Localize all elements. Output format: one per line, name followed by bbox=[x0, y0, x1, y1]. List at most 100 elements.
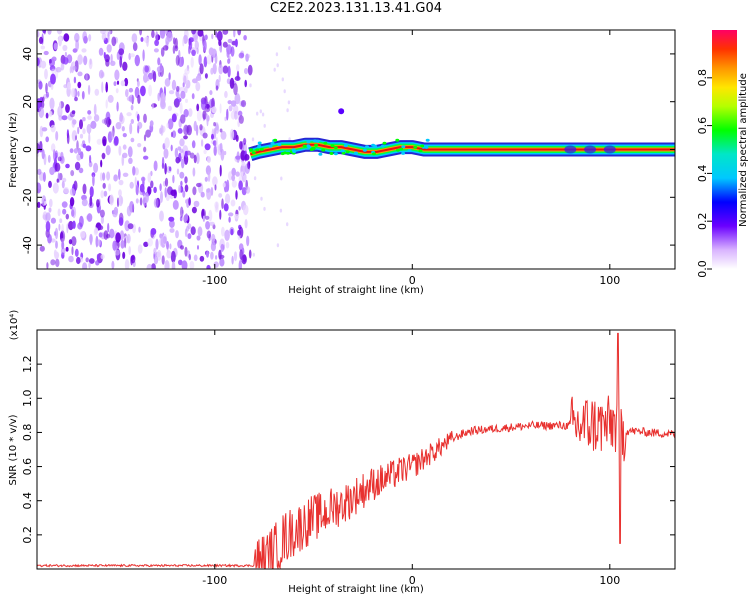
noise-blob bbox=[184, 184, 189, 193]
noise-blob bbox=[65, 104, 70, 113]
signal-speckle bbox=[314, 143, 319, 147]
noise-blob bbox=[244, 79, 247, 88]
noise-blob bbox=[130, 137, 135, 143]
noise-blob bbox=[240, 171, 244, 177]
noise-blob bbox=[122, 251, 126, 259]
noise-blob bbox=[95, 235, 99, 248]
noise-blob bbox=[69, 66, 72, 74]
noise-blob bbox=[231, 255, 234, 265]
noise-blob bbox=[184, 176, 188, 184]
noise-blob bbox=[61, 241, 65, 250]
noise-blob bbox=[170, 189, 177, 197]
noise-blob bbox=[230, 228, 234, 236]
noise-blob bbox=[238, 259, 242, 269]
noise-blob bbox=[48, 180, 52, 188]
signal-speckle bbox=[307, 145, 312, 149]
noise-blob bbox=[105, 145, 111, 156]
noise-blob bbox=[97, 239, 101, 247]
noise-blob bbox=[209, 221, 215, 226]
noise-blob bbox=[193, 120, 197, 132]
noise-blob bbox=[234, 76, 241, 81]
noise-blob bbox=[104, 117, 107, 126]
noise-blob bbox=[211, 233, 216, 243]
noise-blob bbox=[163, 45, 169, 51]
noise-blob bbox=[71, 88, 76, 98]
noise-blob bbox=[127, 223, 134, 230]
noise-blob bbox=[113, 81, 117, 86]
noise-blob bbox=[137, 143, 142, 148]
noise-blob bbox=[228, 105, 233, 112]
noise-blob bbox=[68, 255, 74, 263]
noise-blob bbox=[135, 184, 139, 196]
noise-blob bbox=[102, 172, 106, 181]
noise-blob bbox=[128, 94, 135, 103]
colorbar: 0.0 0.2 0.4 0.6 0.8 Normalized spectral ampl… bbox=[696, 30, 749, 278]
noise-blob bbox=[153, 48, 159, 53]
noise-blob bbox=[212, 176, 218, 187]
noise-blob bbox=[207, 156, 211, 163]
noise-blob bbox=[50, 124, 56, 133]
noise-blob bbox=[51, 68, 56, 74]
noise-blob bbox=[119, 230, 125, 241]
noise-blob bbox=[199, 124, 203, 131]
noise-blob bbox=[231, 180, 237, 188]
noise-blob bbox=[256, 111, 259, 116]
noise-blob bbox=[202, 110, 207, 120]
noise-blob bbox=[234, 110, 238, 120]
bottom-y-tick-label: 0.4 bbox=[21, 492, 34, 510]
signal-speckle bbox=[401, 151, 406, 155]
noise-blob bbox=[100, 254, 105, 260]
noise-blob bbox=[88, 34, 92, 42]
noise-blob bbox=[143, 73, 148, 83]
noise-blob bbox=[192, 186, 197, 196]
top-y-tick-label: 0 bbox=[21, 146, 34, 153]
bottom-y-axis-label: SNR (10 * v/v) bbox=[8, 414, 19, 485]
noise-blob bbox=[73, 76, 77, 84]
noise-blob bbox=[286, 222, 289, 227]
noise-blob bbox=[116, 101, 119, 112]
noise-blob bbox=[118, 145, 122, 156]
noise-blob bbox=[111, 36, 117, 47]
noise-blob bbox=[46, 262, 49, 269]
noise-blob bbox=[69, 197, 75, 207]
noise-blob bbox=[187, 223, 192, 230]
signal-speckle bbox=[330, 144, 335, 148]
noise-blob bbox=[175, 156, 181, 164]
noise-blob bbox=[102, 136, 107, 146]
noise-blob bbox=[54, 150, 58, 159]
bottom-x-tick-label: -100 bbox=[202, 574, 227, 587]
noise-blob bbox=[189, 260, 195, 269]
noise-blob bbox=[230, 46, 235, 57]
noise-blob bbox=[227, 100, 232, 105]
noise-blob bbox=[134, 54, 140, 67]
noise-blob bbox=[211, 106, 217, 114]
noise-blob bbox=[170, 144, 173, 152]
top-y-tick-label: 20 bbox=[21, 95, 34, 109]
noise-blob bbox=[168, 166, 172, 172]
noise-blob bbox=[191, 140, 196, 149]
noise-blob bbox=[42, 172, 46, 182]
noise-blob bbox=[52, 182, 59, 194]
noise-blob bbox=[241, 187, 247, 196]
noise-blob bbox=[240, 100, 247, 108]
bottom-x-axis-label: Height of straight line (km) bbox=[288, 584, 424, 595]
noise-blob bbox=[183, 109, 189, 118]
noise-blob bbox=[244, 218, 248, 229]
noise-blob bbox=[206, 251, 209, 258]
noise-blob bbox=[120, 239, 125, 249]
noise-blob bbox=[98, 232, 103, 238]
noise-blob bbox=[221, 226, 225, 237]
noise-blob bbox=[50, 83, 54, 90]
noise-blob bbox=[219, 209, 222, 220]
noise-blob bbox=[227, 58, 231, 64]
noise-blob bbox=[220, 130, 227, 140]
noise-blob bbox=[238, 243, 244, 251]
noise-blob bbox=[114, 249, 120, 256]
noise-blob bbox=[143, 146, 147, 153]
noise-blob bbox=[145, 192, 149, 203]
noise-blob bbox=[54, 251, 60, 260]
noise-blob bbox=[113, 174, 118, 182]
signal-speckle bbox=[343, 144, 348, 148]
signal-speckle bbox=[341, 151, 346, 155]
noise-blob bbox=[172, 45, 176, 54]
